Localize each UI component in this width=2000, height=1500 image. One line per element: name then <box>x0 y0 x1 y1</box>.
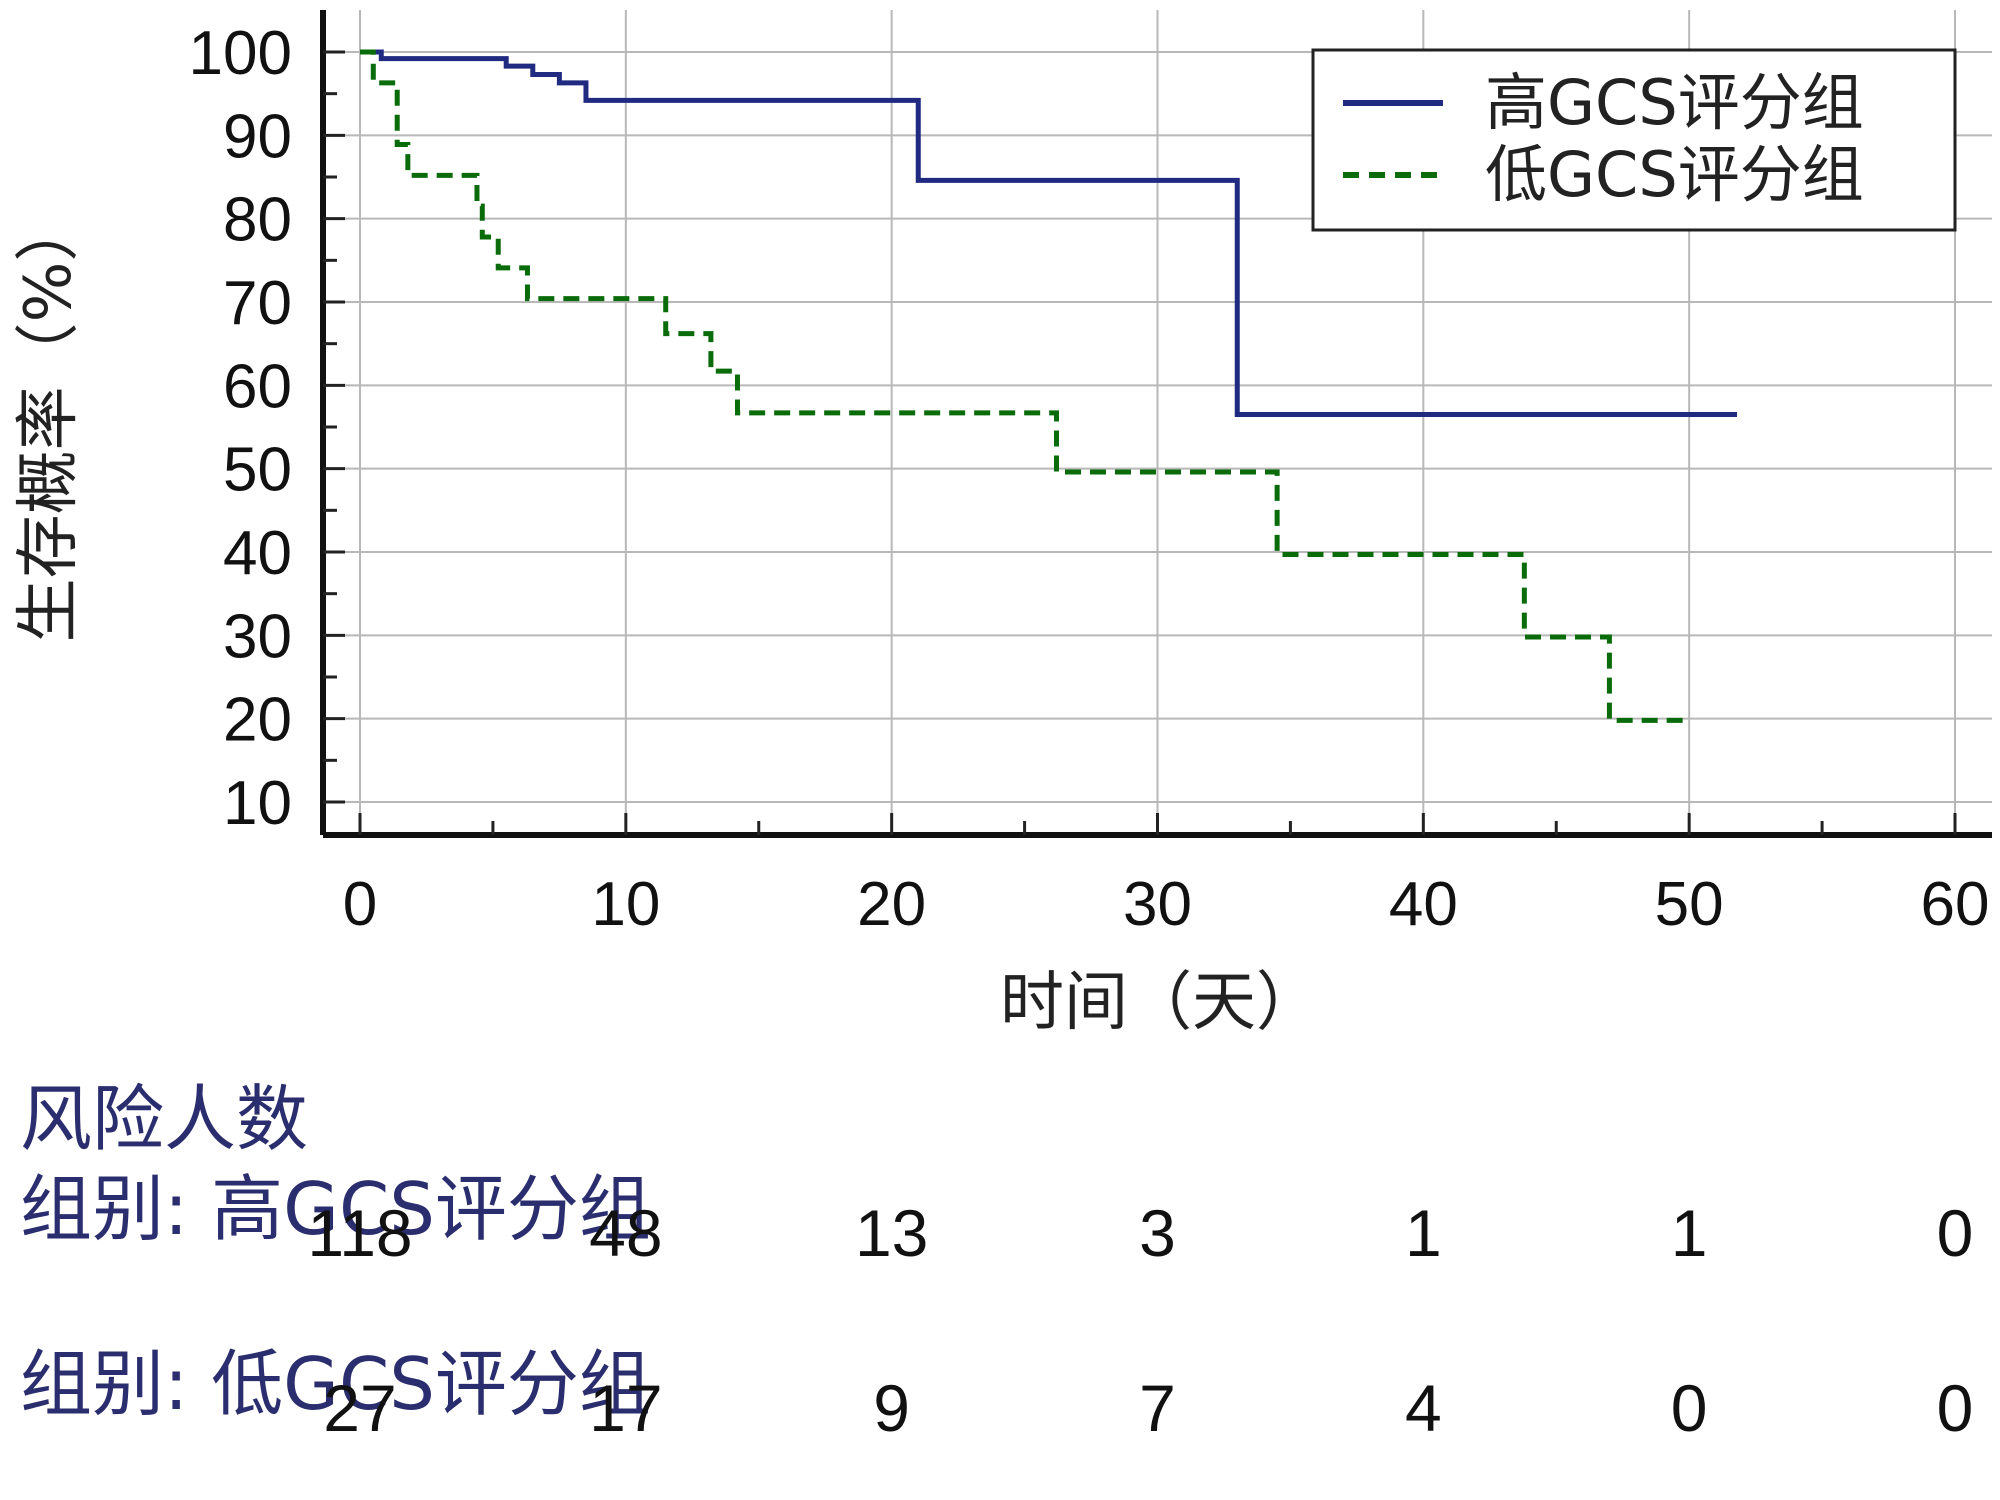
risk-count: 17 <box>589 1371 663 1445</box>
legend: 高GCS评分组 低GCS评分组 <box>1311 48 1957 232</box>
y-tick-label: 30 <box>223 602 292 671</box>
risk-count: 1 <box>1670 1196 1708 1270</box>
risk-count: 0 <box>1936 1371 1974 1445</box>
y-tick-label: 100 <box>189 19 292 88</box>
y-tick-label: 90 <box>223 102 292 171</box>
risk-group-label-low: 组别: 低GCS评分组 <box>20 1325 651 1430</box>
y-tick-label: 20 <box>223 686 292 755</box>
x-tick-label: 0 <box>343 870 377 939</box>
risk-group-prefix: 组别: <box>20 1342 189 1426</box>
x-axis-ticks: 0 10 20 30 40 50 60 <box>343 813 1990 939</box>
x-tick-label: 10 <box>591 870 660 939</box>
x-axis-title: 时间（天） <box>1000 966 1320 1040</box>
y-tick-label: 40 <box>223 519 292 588</box>
y-axis-title: 生存概率（%） <box>12 198 86 643</box>
x-tick-label: 40 <box>1389 870 1458 939</box>
risk-count: 118 <box>307 1196 413 1270</box>
survival-chart: 0 10 20 30 40 50 60 10 20 30 40 50 60 70 80 90 100 时间（天… <box>12 10 1992 1040</box>
risk-count: 0 <box>1936 1196 1974 1270</box>
y-tick-label: 10 <box>223 769 292 838</box>
y-axis-ticks: 10 20 30 40 50 60 70 80 90 100 <box>189 19 345 838</box>
risk-count: 0 <box>1670 1371 1708 1445</box>
y-tick-label: 70 <box>223 269 292 338</box>
risk-group-prefix: 组别: <box>20 1167 189 1251</box>
survival-curve-low-gcs <box>360 49 1684 723</box>
legend-label-low: 低GCS评分组 <box>1485 138 1864 211</box>
risk-table-title: 风险人数 <box>20 1077 309 1161</box>
y-tick-label: 60 <box>223 352 292 421</box>
x-tick-label: 60 <box>1921 870 1990 939</box>
y-tick-label: 80 <box>223 186 292 255</box>
risk-count: 9 <box>873 1371 911 1445</box>
risk-group-name: 低GCS评分组 <box>211 1342 651 1426</box>
y-tick-label: 50 <box>223 436 292 505</box>
risk-count: 13 <box>854 1196 929 1270</box>
x-tick-label: 20 <box>857 870 926 939</box>
x-tick-label: 30 <box>1123 870 1192 939</box>
risk-count: 1 <box>1404 1196 1442 1270</box>
x-tick-label: 50 <box>1655 870 1724 939</box>
legend-label-high: 高GCS评分组 <box>1485 66 1864 139</box>
risk-count: 7 <box>1139 1371 1176 1445</box>
risk-count: 4 <box>1404 1371 1442 1445</box>
risk-count: 3 <box>1139 1196 1176 1270</box>
legend-box <box>1311 48 1957 232</box>
risk-group-label-high: 组别: 高GCS评分组 <box>20 1150 651 1255</box>
survival-curve-high-gcs <box>360 49 1738 417</box>
risk-group-name: 高GCS评分组 <box>211 1167 651 1251</box>
survival-curves <box>360 49 1738 723</box>
risk-count: 27 <box>323 1371 397 1445</box>
risk-count: 48 <box>589 1196 663 1270</box>
